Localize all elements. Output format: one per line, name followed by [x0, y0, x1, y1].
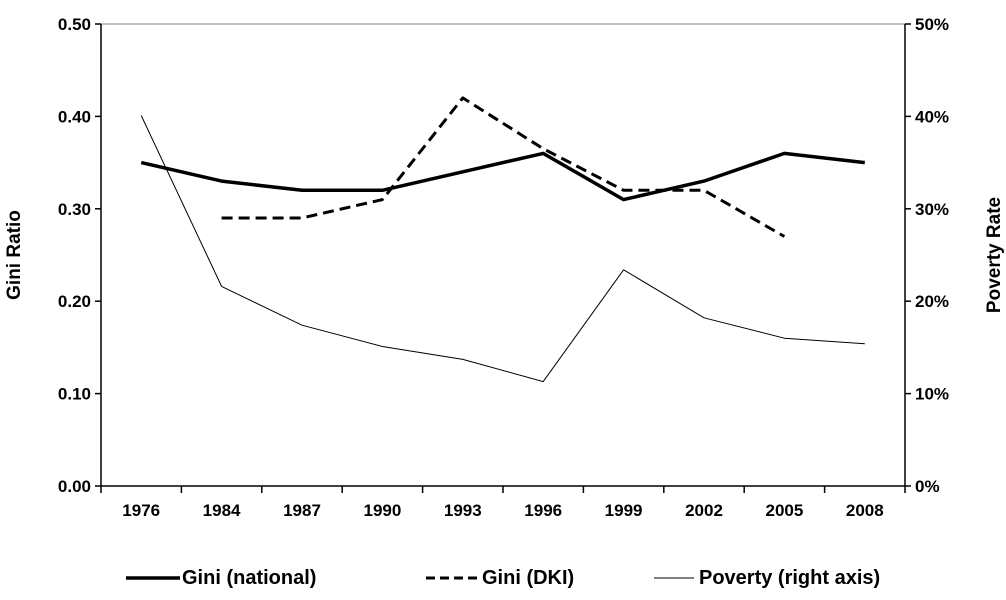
series-layer [140, 96, 865, 383]
legend-label-1: Gini (national) [182, 567, 316, 589]
series-line-3 [140, 115, 865, 383]
x-tick-label: 1984 [203, 501, 241, 520]
y-axis-title-right: Poverty Rate [984, 197, 1005, 313]
y-tick-label-left: 0.30 [58, 200, 91, 219]
legend-label-2: Gini (DKI) [482, 567, 574, 589]
y-tick-label-left: 0.00 [58, 477, 91, 496]
y-tick-label-right: 50% [915, 15, 949, 34]
x-tick-label: 1999 [605, 501, 643, 520]
y-tick-label-right: 20% [915, 292, 949, 311]
tick-labels: 0.00 0.10 0.20 0.30 0.40 0.50 0% 10% 20% 30% 40% 50… [58, 15, 949, 520]
y-tick-label-right: 30% [915, 200, 949, 219]
legend-label-3: Poverty (right axis) [699, 567, 880, 589]
y-tick-label-left: 0.20 [58, 292, 91, 311]
y-axis-title-left: Gini Ratio [4, 210, 25, 300]
series-line-2 [221, 96, 786, 238]
x-tick-label: 2008 [846, 501, 884, 520]
x-tick-label: 2005 [765, 501, 803, 520]
x-tick-label: 2002 [685, 501, 723, 520]
plot-area [95, 23, 911, 493]
y-tick-label-left: 0.40 [58, 107, 91, 126]
legend: Gini (national) Gini (DKI) Poverty (right … [126, 567, 880, 589]
y-tick-label-left: 0.50 [58, 15, 91, 34]
series-line-1 [140, 151, 865, 202]
x-tick-label: 1993 [444, 501, 482, 520]
y-tick-label-right: 40% [915, 107, 949, 126]
y-tick-label-right: 0% [915, 477, 940, 496]
y-tick-label-left: 0.10 [58, 385, 91, 404]
x-tick-label: 1976 [122, 501, 160, 520]
x-tick-label: 1990 [363, 501, 401, 520]
y-tick-label-right: 10% [915, 385, 949, 404]
x-tick-label: 1996 [524, 501, 562, 520]
x-tick-label: 1987 [283, 501, 321, 520]
